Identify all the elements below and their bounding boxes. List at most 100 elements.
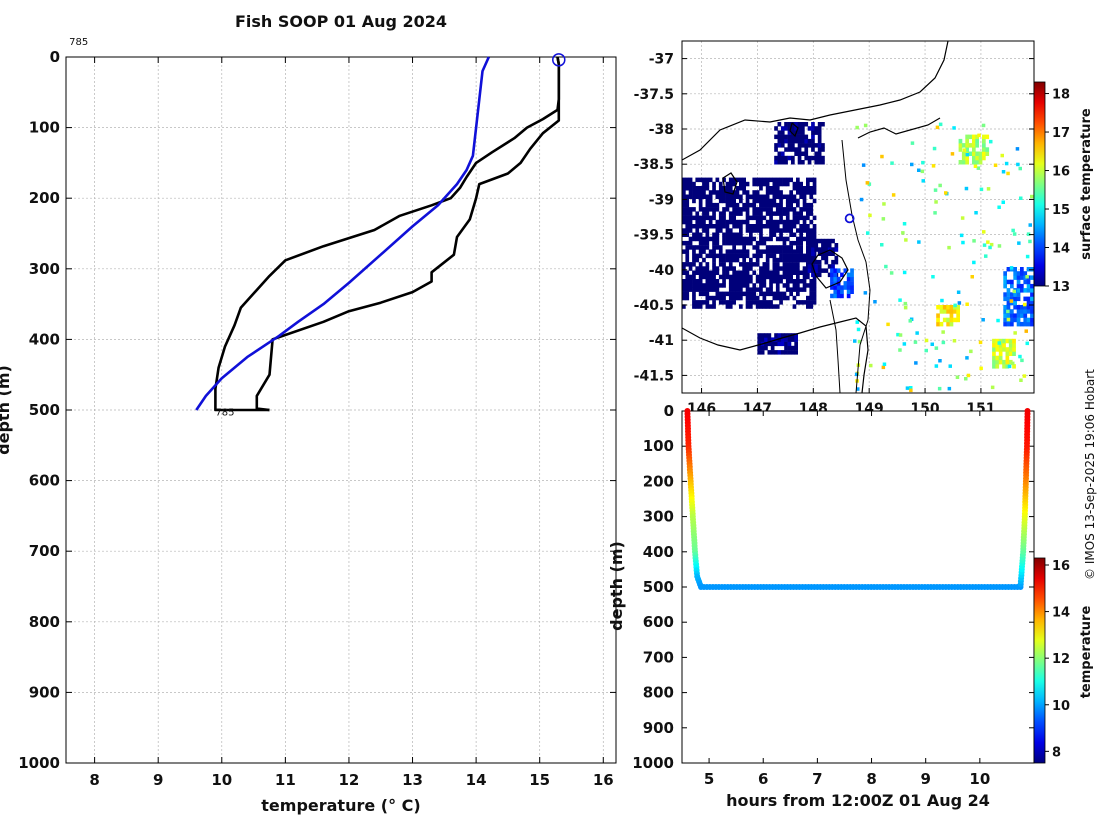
sst-cell <box>752 211 757 216</box>
sst-cell <box>946 305 950 310</box>
sst-cell <box>739 287 743 292</box>
sst-cell <box>1023 296 1028 302</box>
sst-cell <box>1026 267 1031 272</box>
sst-cell <box>867 182 872 186</box>
sst-cell <box>745 181 750 187</box>
sst-cell <box>779 266 783 271</box>
sst-cell <box>814 259 819 265</box>
sst-cell <box>1030 288 1034 293</box>
sst-cell <box>762 300 767 305</box>
sst-cell <box>705 198 710 204</box>
sst-cell <box>692 287 696 292</box>
sst-cell <box>809 211 814 216</box>
sst-cell <box>695 219 700 225</box>
sst-cell <box>749 274 753 280</box>
sst-cell <box>801 122 805 127</box>
sst-cell <box>757 337 762 342</box>
sst-cell <box>933 188 938 192</box>
sst-cell <box>772 304 777 309</box>
sst-cell <box>1007 364 1012 369</box>
sst-cell <box>762 291 767 297</box>
sst-cell <box>806 224 810 229</box>
sst-cell <box>698 219 703 225</box>
sst-cell <box>1020 309 1024 314</box>
sst-cell <box>692 300 696 305</box>
sst-cell <box>1012 347 1016 352</box>
sst-cell <box>718 283 723 288</box>
sst-cell <box>968 134 973 140</box>
sst-cell <box>882 362 887 366</box>
sst-cell <box>789 198 793 204</box>
sst-cell <box>972 239 976 243</box>
sst-cell <box>759 219 763 225</box>
sst-cell <box>718 219 723 225</box>
profile-ticks: 8 9 10 11 12 13 14 15 16010020030040050060070080… <box>18 48 616 789</box>
sst-cell <box>942 317 947 323</box>
sst-cell <box>802 270 807 275</box>
sst-cell <box>732 253 736 259</box>
sst-cell <box>682 198 686 204</box>
sst-cell <box>702 257 706 263</box>
sst-cell <box>1019 378 1023 382</box>
sst-cell <box>809 202 814 208</box>
sst-cell <box>958 138 963 144</box>
sst-cell <box>759 207 763 212</box>
sst-cell <box>850 276 854 282</box>
sst-cell <box>745 190 750 195</box>
sst-cell <box>702 266 706 271</box>
sst-cell <box>1028 239 1032 244</box>
profile-x-axis-label: temperature (° C) <box>261 796 420 815</box>
sst-cell <box>1006 309 1010 314</box>
sst-cell <box>722 279 726 284</box>
sst-cell <box>902 222 907 226</box>
sst-cell <box>760 345 765 351</box>
sst-cell <box>846 276 851 282</box>
sst-cell <box>1003 275 1007 280</box>
sst-cell <box>739 295 743 301</box>
sst-cell <box>688 279 693 284</box>
sst-cell <box>685 249 690 254</box>
sst-cell <box>782 228 787 233</box>
sst-cell <box>745 283 750 288</box>
sst-cell <box>948 364 952 368</box>
sst-cell <box>814 264 819 269</box>
sst-cell <box>792 194 797 199</box>
sst-cell <box>705 304 710 309</box>
sst-cell <box>992 359 996 365</box>
sst-cell <box>806 232 810 237</box>
track-x-tick-label: 5 <box>704 770 714 788</box>
sst-cell <box>715 224 720 229</box>
sst-cell <box>789 190 793 195</box>
sst-cell <box>702 215 706 221</box>
map-coastline <box>682 41 949 393</box>
sst-cell <box>725 186 730 191</box>
sst-cell <box>833 281 838 286</box>
sst-cell <box>698 190 703 195</box>
sst-cell <box>797 147 802 152</box>
sst-cell <box>806 304 810 309</box>
sst-cell <box>956 313 960 318</box>
sst-cell <box>817 143 822 148</box>
sst-cell <box>952 126 956 130</box>
sst-cell <box>809 186 814 191</box>
sst-cell <box>827 264 832 269</box>
sst-cell <box>812 198 817 204</box>
sst-cell <box>1013 300 1017 306</box>
sst-cell <box>1012 289 1016 294</box>
sst-cell <box>792 287 797 292</box>
sst-cell <box>1002 359 1006 365</box>
sst-cell <box>702 249 706 254</box>
sst-cell <box>712 287 716 292</box>
sst-cell <box>708 207 713 212</box>
sst-cell <box>705 295 710 301</box>
sst-cell <box>698 198 703 204</box>
sst-cell <box>774 134 778 140</box>
sst-cell <box>722 224 726 229</box>
sst-cell <box>792 219 797 225</box>
sst-cell <box>809 219 814 225</box>
sst-cell <box>765 186 770 191</box>
sst-cell <box>765 198 770 204</box>
sst-cell <box>780 155 785 161</box>
sst-cell <box>742 266 746 271</box>
